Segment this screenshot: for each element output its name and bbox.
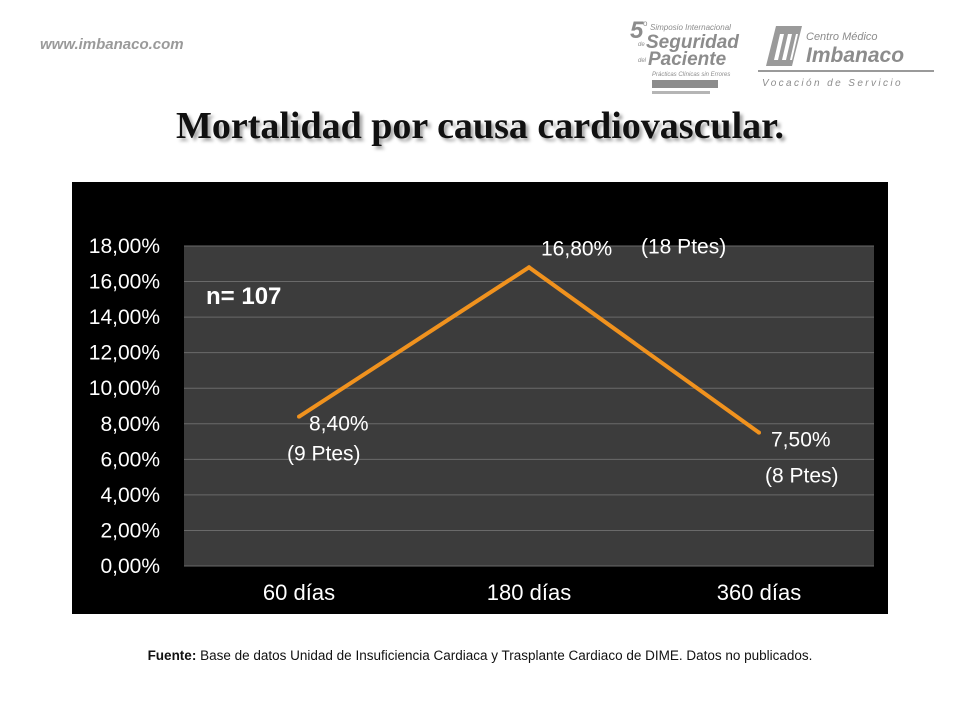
- plot-area: [184, 246, 874, 566]
- y-tick-label: 6,00%: [100, 448, 160, 471]
- y-tick-label: 18,00%: [89, 235, 160, 258]
- imbanaco-logo: Centro Médico Imbanaco Vocación de Servi…: [758, 26, 934, 89]
- symposium-line3: Seguridad: [646, 32, 739, 53]
- symposium-logo: 5 o Simposio Internacional de Seguridad …: [630, 17, 739, 94]
- symposium-line2: de: [638, 42, 645, 48]
- y-tick-label: 12,00%: [89, 342, 160, 365]
- imbanaco-line1: Centro Médico: [806, 31, 878, 43]
- data-point: [297, 414, 301, 419]
- y-tick-label: 10,00%: [89, 377, 160, 400]
- source-note: Fuente: Base de datos Unidad de Insufici…: [0, 648, 960, 663]
- x-tick-label: 360 días: [717, 580, 801, 605]
- symposium-line4: del: [638, 58, 647, 64]
- x-tick-label: 60 días: [263, 580, 335, 605]
- imbanaco-divider: [758, 70, 934, 72]
- symposium-line6: Prácticas Clínicas sin Errores: [652, 72, 730, 78]
- y-tick-label: 14,00%: [89, 306, 160, 329]
- y-tick-label: 16,00%: [89, 271, 160, 294]
- imbanaco-tagline: Vocación de Servicio: [762, 78, 903, 89]
- patient-count-label: (9 Ptes): [287, 443, 361, 466]
- data-label: 16,80%: [541, 237, 612, 260]
- y-tick-label: 2,00%: [100, 519, 160, 542]
- slide-title: Mortalidad por causa cardiovascular.: [175, 105, 785, 147]
- imbanaco-emblem-icon: [766, 26, 802, 66]
- site-url: www.imbanaco.com: [40, 36, 184, 53]
- y-tick-label: 8,00%: [100, 413, 160, 436]
- data-label: 8,40%: [309, 413, 369, 436]
- patient-count-label: (18 Ptes): [641, 235, 726, 258]
- mortality-line-chart: 0,00% 2,00% 4,00% 6,00% 8,00% 10,00% 12,00% 14,…: [72, 182, 888, 614]
- imbanaco-line2: Imbanaco: [806, 44, 904, 67]
- x-tick-label: 180 días: [487, 580, 571, 605]
- sample-size-annotation: n= 107: [206, 283, 281, 310]
- chart-panel: 0,00% 2,00% 4,00% 6,00% 8,00% 10,00% 12,00% 14,…: [72, 182, 888, 614]
- symposium-venue-line: [652, 91, 710, 94]
- y-tick-label: 0,00%: [100, 555, 160, 578]
- symposium-superscript: o: [643, 19, 648, 28]
- source-text: Base de datos Unidad de Insuficiencia Ca…: [200, 648, 813, 663]
- data-label: 7,50%: [771, 429, 831, 452]
- data-point: [757, 430, 761, 435]
- symposium-date-bar: [652, 80, 718, 88]
- data-point: [527, 265, 531, 270]
- symposium-number: 5: [630, 17, 644, 44]
- symposium-line1: Simposio Internacional: [650, 23, 731, 32]
- patient-count-label: (8 Ptes): [765, 465, 839, 488]
- symposium-line5: Paciente: [648, 49, 727, 70]
- y-tick-label: 4,00%: [100, 484, 160, 507]
- source-label: Fuente:: [147, 648, 197, 663]
